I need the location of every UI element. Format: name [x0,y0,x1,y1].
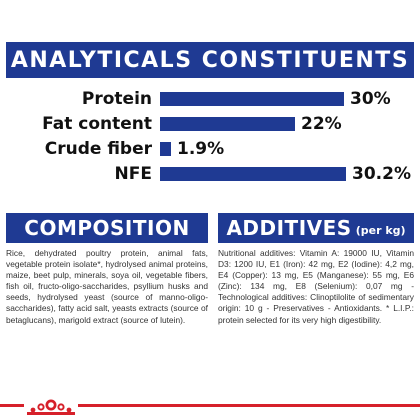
fiber-label: Crude fiber [44,139,152,159]
nfe-label: NFE [114,164,152,184]
footer-red-line [0,404,420,407]
protein-label: Protein [81,89,152,109]
nfe-bar [160,167,346,181]
composition-title: COMPOSITION [24,216,190,240]
composition-text: Rice, dehydrated poultry protein, animal… [6,248,208,325]
analytical-constituents-header: ANALYTICALS CONSTITUENTS [6,42,414,78]
additives-text: Nutritional additives: Vitamin A: 19000 … [218,248,414,325]
protein-bar [160,92,344,106]
fiber-row: Crude fiber 1.9% [0,136,420,162]
fiber-value: 1.9% [177,139,225,159]
composition-header: COMPOSITION [6,213,208,243]
fat-bar [160,117,295,131]
fat-value: 22% [301,114,342,134]
fiber-bar [160,142,171,156]
protein-value: 30% [350,89,391,109]
nfe-value: 30.2% [352,164,411,184]
nfe-row: NFE 30.2% [0,161,420,187]
header-title: ANALYTICALS CONSTITUENTS [10,47,410,73]
additives-subtitle: (per kg) [355,223,406,237]
additives-title: ADDITIVES [226,216,352,240]
royal-canin-crown-logo-icon [24,388,78,418]
fat-row: Fat content 22% [0,111,420,137]
fat-label: Fat content [42,114,152,134]
protein-row: Protein 30% [0,86,420,112]
additives-header: ADDITIVES (per kg) [218,213,414,243]
